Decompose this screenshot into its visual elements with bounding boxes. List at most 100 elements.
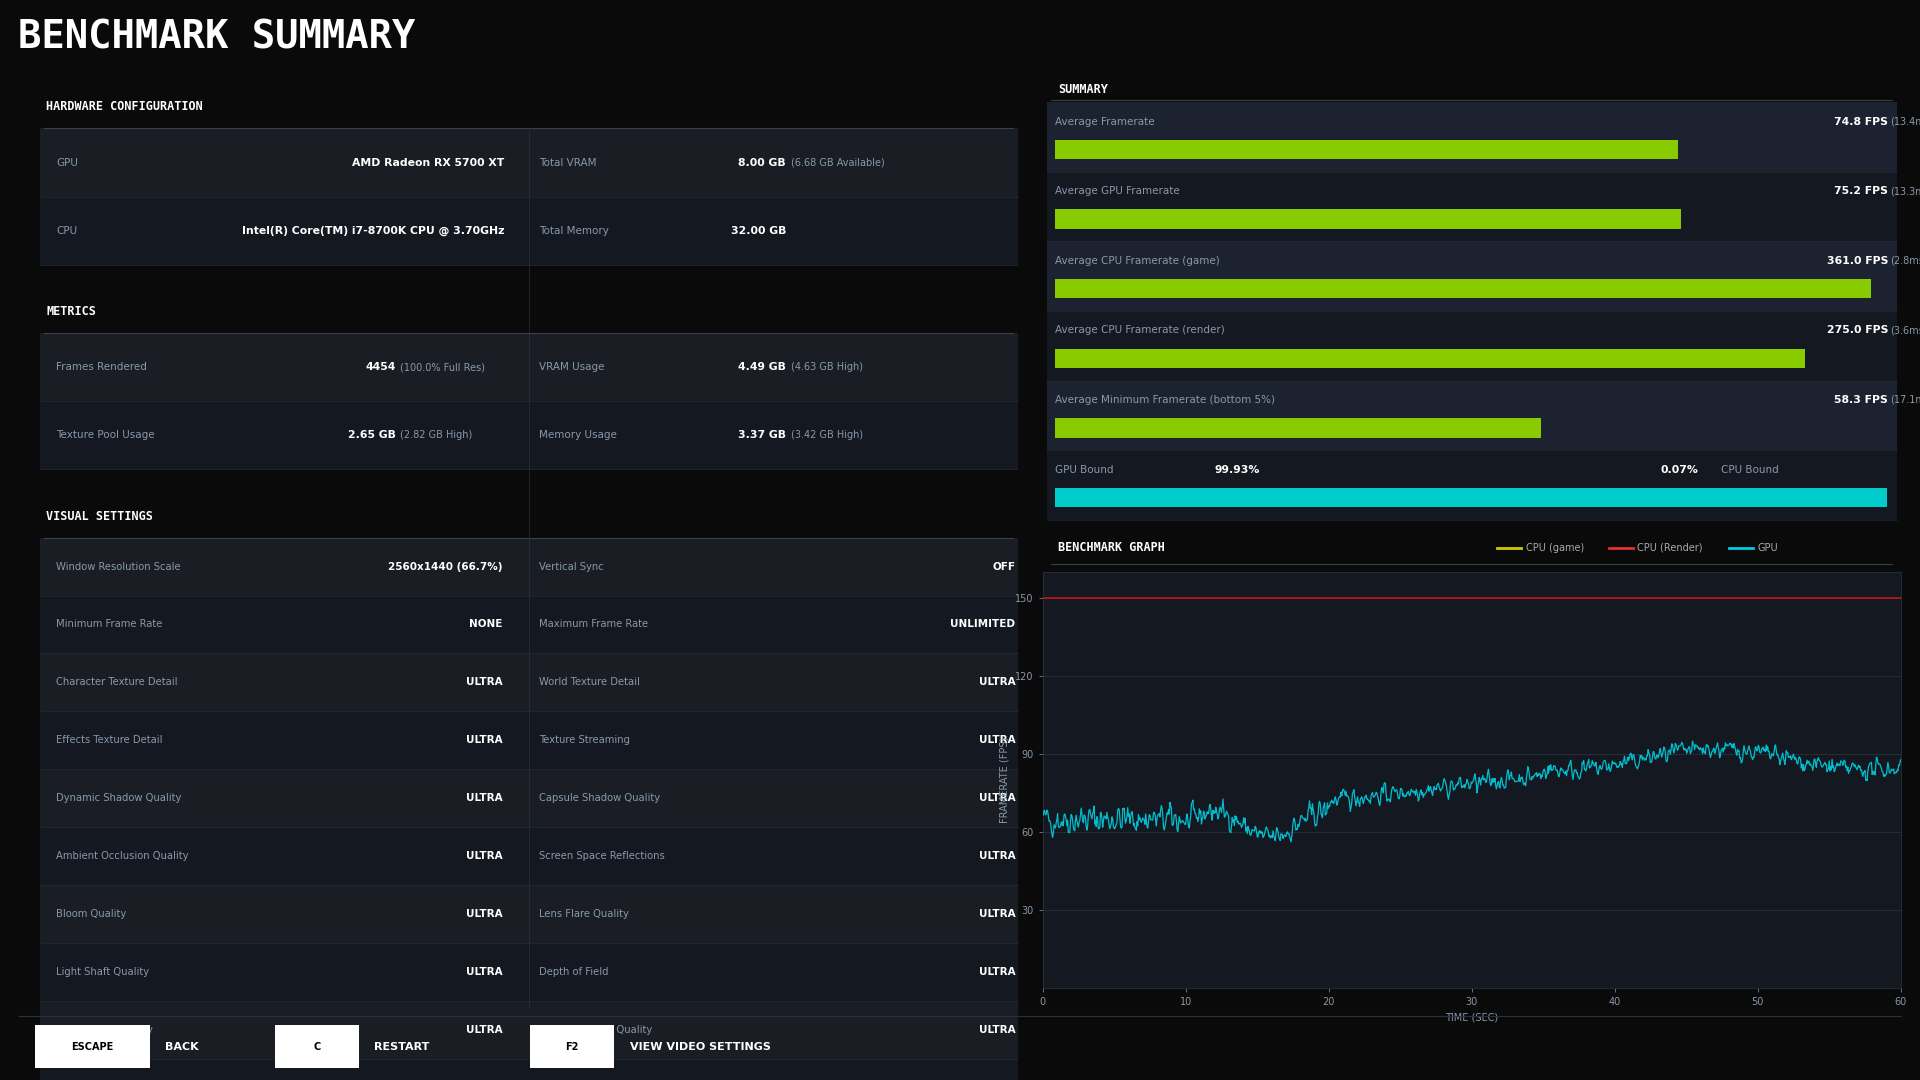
- Text: F2: F2: [566, 1041, 578, 1052]
- Text: 2560x1440 (66.7%): 2560x1440 (66.7%): [388, 562, 503, 571]
- Text: Tessellation Quality: Tessellation Quality: [56, 1025, 154, 1035]
- Text: C: C: [313, 1041, 321, 1052]
- Text: 2.65 GB: 2.65 GB: [348, 430, 396, 441]
- Text: ULTRA: ULTRA: [467, 967, 503, 977]
- Text: Effects Texture Detail: Effects Texture Detail: [56, 735, 163, 745]
- Text: ULTRA: ULTRA: [979, 967, 1016, 977]
- Text: ULTRA: ULTRA: [467, 909, 503, 919]
- Text: Bloom Quality: Bloom Quality: [56, 909, 127, 919]
- Text: ULTRA: ULTRA: [467, 735, 503, 745]
- Text: CPU (Render): CPU (Render): [1638, 543, 1703, 553]
- Bar: [1046, 311, 1897, 380]
- Bar: [275, 1025, 359, 1068]
- Text: (13.4ms): (13.4ms): [1891, 117, 1920, 126]
- Text: Texture Pool Usage: Texture Pool Usage: [56, 430, 156, 441]
- Text: ULTRA: ULTRA: [979, 909, 1016, 919]
- Text: Average CPU Framerate (render): Average CPU Framerate (render): [1056, 325, 1225, 336]
- Bar: [1056, 279, 1872, 298]
- Text: Average CPU Framerate (game): Average CPU Framerate (game): [1056, 256, 1221, 266]
- Text: CPU (game): CPU (game): [1526, 543, 1584, 553]
- Text: NONE: NONE: [468, 620, 503, 630]
- Text: VIEW VIDEO SETTINGS: VIEW VIDEO SETTINGS: [630, 1041, 770, 1052]
- Text: Average Framerate: Average Framerate: [1056, 117, 1156, 126]
- Bar: [40, 653, 1018, 712]
- Bar: [40, 401, 1018, 470]
- Text: Lens Flare Quality: Lens Flare Quality: [540, 909, 628, 919]
- Bar: [1056, 487, 1887, 508]
- Text: Minimum Frame Rate: Minimum Frame Rate: [56, 620, 163, 630]
- Bar: [40, 769, 1018, 827]
- Text: Average Minimum Framerate (bottom 5%): Average Minimum Framerate (bottom 5%): [1056, 395, 1275, 405]
- Bar: [35, 1025, 150, 1068]
- Text: Capsule Shadow Quality: Capsule Shadow Quality: [540, 793, 660, 804]
- Text: Vertical Sync: Vertical Sync: [540, 562, 603, 571]
- Text: 99.93%: 99.93%: [1213, 464, 1260, 474]
- Text: Ambient Occlusion Quality: Ambient Occlusion Quality: [56, 851, 188, 861]
- Bar: [530, 1025, 614, 1068]
- Text: Frames Rendered: Frames Rendered: [56, 362, 148, 373]
- Bar: [1046, 103, 1897, 172]
- Text: 58.3 FPS: 58.3 FPS: [1834, 395, 1887, 405]
- Bar: [1046, 172, 1897, 242]
- Text: Memory Usage: Memory Usage: [540, 430, 616, 441]
- Text: BACK: BACK: [165, 1041, 200, 1052]
- Text: UNLIMITED: UNLIMITED: [950, 620, 1016, 630]
- Text: Average GPU Framerate: Average GPU Framerate: [1056, 187, 1181, 197]
- Bar: [1046, 380, 1897, 450]
- Text: 0.07%: 0.07%: [1661, 464, 1699, 474]
- Text: 361.0 FPS: 361.0 FPS: [1826, 256, 1887, 266]
- Text: 8.00 GB: 8.00 GB: [739, 158, 785, 167]
- Text: AMD Radeon RX 5700 XT: AMD Radeon RX 5700 XT: [351, 158, 505, 167]
- Bar: [1046, 450, 1897, 519]
- Text: (13.3ms): (13.3ms): [1891, 187, 1920, 197]
- Bar: [40, 538, 1018, 595]
- Bar: [40, 129, 1018, 197]
- Text: ULTRA: ULTRA: [467, 851, 503, 861]
- Text: Depth of Field: Depth of Field: [540, 967, 609, 977]
- Text: (2.8ms): (2.8ms): [1891, 256, 1920, 266]
- Text: ULTRA: ULTRA: [979, 677, 1016, 687]
- Text: (3.42 GB High): (3.42 GB High): [791, 430, 864, 441]
- Text: ULTRA: ULTRA: [979, 1025, 1016, 1035]
- Text: (17.1ms): (17.1ms): [1891, 395, 1920, 405]
- Text: (2.82 GB High): (2.82 GB High): [401, 430, 472, 441]
- Text: World Texture Detail: World Texture Detail: [540, 677, 639, 687]
- Text: 74.8 FPS: 74.8 FPS: [1834, 117, 1887, 126]
- Bar: [40, 1058, 1018, 1080]
- Text: Texture Streaming: Texture Streaming: [540, 735, 630, 745]
- Text: Character Texture Detail: Character Texture Detail: [56, 677, 179, 687]
- Text: BENCHMARK SUMMARY: BENCHMARK SUMMARY: [17, 18, 415, 57]
- Text: ESCAPE: ESCAPE: [71, 1041, 113, 1052]
- Text: Dynamic Shadow Quality: Dynamic Shadow Quality: [56, 793, 182, 804]
- Text: Intel(R) Core(TM) i7-8700K CPU @ 3.70GHz: Intel(R) Core(TM) i7-8700K CPU @ 3.70GHz: [242, 226, 505, 235]
- Text: ULTRA: ULTRA: [979, 851, 1016, 861]
- Text: (4.63 GB High): (4.63 GB High): [791, 362, 862, 373]
- Text: (100.0% Full Res): (100.0% Full Res): [401, 362, 486, 373]
- Bar: [40, 1001, 1018, 1058]
- Bar: [40, 712, 1018, 769]
- Text: Total VRAM: Total VRAM: [540, 158, 597, 167]
- Text: HARDWARE CONFIGURATION: HARDWARE CONFIGURATION: [46, 100, 204, 113]
- Text: Volumetric Fog Quality: Volumetric Fog Quality: [540, 1025, 653, 1035]
- Bar: [1056, 140, 1678, 160]
- Text: CPU: CPU: [56, 226, 77, 235]
- Text: Screen Space Reflections: Screen Space Reflections: [540, 851, 664, 861]
- Text: 75.2 FPS: 75.2 FPS: [1834, 187, 1887, 197]
- Text: METRICS: METRICS: [46, 305, 96, 318]
- Text: 4454: 4454: [365, 362, 396, 373]
- Text: VISUAL SETTINGS: VISUAL SETTINGS: [46, 510, 154, 523]
- Bar: [40, 197, 1018, 265]
- Text: Maximum Frame Rate: Maximum Frame Rate: [540, 620, 647, 630]
- Text: 275.0 FPS: 275.0 FPS: [1826, 325, 1887, 336]
- Bar: [40, 595, 1018, 653]
- Text: GPU: GPU: [56, 158, 79, 167]
- Bar: [1056, 210, 1682, 229]
- Text: ULTRA: ULTRA: [467, 1025, 503, 1035]
- Text: ULTRA: ULTRA: [467, 793, 503, 804]
- Text: ULTRA: ULTRA: [979, 793, 1016, 804]
- Text: BENCHMARK GRAPH: BENCHMARK GRAPH: [1058, 541, 1165, 554]
- Text: GPU Bound: GPU Bound: [1056, 464, 1114, 474]
- X-axis label: TIME (SEC): TIME (SEC): [1446, 1013, 1498, 1023]
- Bar: [40, 827, 1018, 886]
- Text: 4.49 GB: 4.49 GB: [737, 362, 785, 373]
